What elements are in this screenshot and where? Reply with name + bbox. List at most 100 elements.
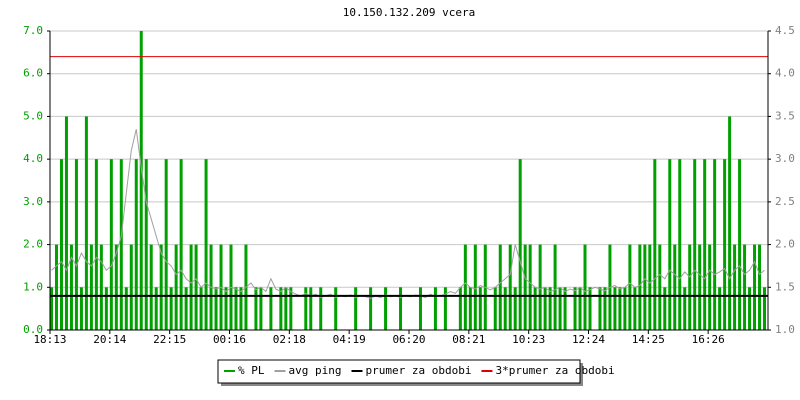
- pl-bar: [269, 287, 273, 330]
- pl-bar: [169, 287, 173, 330]
- pl-bar: [503, 287, 507, 330]
- pl-bar: [668, 159, 672, 330]
- pl-bar: [174, 244, 178, 330]
- pl-bar: [114, 244, 118, 330]
- pl-bar: [658, 244, 662, 330]
- pl-bar: [548, 287, 552, 330]
- pl-bar: [718, 287, 722, 330]
- pl-bar: [159, 244, 163, 330]
- pl-bar: [194, 244, 198, 330]
- y2-tick-label: 1.0: [775, 323, 795, 336]
- pl-bar: [733, 244, 737, 330]
- legend-label: avg ping: [289, 364, 342, 377]
- pl-bar: [59, 159, 63, 330]
- pl-bar: [284, 287, 288, 330]
- x-tick-label: 20:14: [93, 333, 126, 346]
- pl-bar: [304, 287, 308, 330]
- legend-label: 3*prumer za obdobi: [495, 364, 614, 377]
- x-tick-label: 22:15: [153, 333, 186, 346]
- pl-bar: [214, 287, 218, 330]
- legend-label: prumer za obdobi: [365, 364, 471, 377]
- pl-bar: [618, 287, 622, 330]
- y-tick-label: 1.0: [23, 280, 43, 293]
- pl-bar: [698, 244, 702, 330]
- pl-bar: [688, 244, 692, 330]
- pl-bar: [154, 287, 158, 330]
- pl-bar: [50, 287, 53, 330]
- pl-bar: [134, 159, 138, 330]
- y-tick-label: 0.0: [23, 323, 43, 336]
- pl-bar: [189, 244, 193, 330]
- y2-tick-label: 1.5: [775, 280, 795, 293]
- pl-bar: [643, 244, 647, 330]
- legend-label: % PL: [238, 364, 265, 377]
- pl-bar: [179, 159, 183, 330]
- pl-bar: [563, 287, 567, 330]
- pl-bar: [663, 287, 667, 330]
- legend-box: [217, 359, 581, 384]
- x-tick-label: 12:24: [572, 333, 605, 346]
- pl-bar: [69, 244, 73, 330]
- pl-bar: [239, 287, 243, 330]
- pl-bar: [473, 244, 477, 330]
- pl-bar: [763, 287, 767, 330]
- pl-bar: [713, 159, 717, 330]
- pl-bar: [533, 287, 537, 330]
- y2-tick-label: 4.0: [775, 67, 795, 80]
- y2-tick-label: 3.0: [775, 152, 795, 165]
- x-tick-label: 14:25: [632, 333, 665, 346]
- pl-bar: [129, 244, 133, 330]
- pl-bar: [723, 159, 727, 330]
- pl-bar: [139, 31, 143, 330]
- pl-bar: [558, 287, 562, 330]
- pl-bar: [109, 159, 113, 330]
- pl-bar: [493, 287, 497, 330]
- pl-bar: [693, 159, 697, 330]
- pl-bar: [703, 159, 707, 330]
- pl-bar: [573, 287, 577, 330]
- pl-bar: [753, 244, 757, 330]
- pl-bar: [74, 159, 78, 330]
- pl-bar: [94, 159, 98, 330]
- pl-bar: [678, 159, 682, 330]
- y2-tick-label: 2.0: [775, 238, 795, 251]
- pl-bar: [164, 159, 168, 330]
- pl-bar: [84, 116, 88, 330]
- pl-bar: [54, 244, 58, 330]
- pl-bar: [623, 287, 627, 330]
- pl-bar: [523, 244, 527, 330]
- pl-bar: [683, 287, 687, 330]
- x-tick-label: 02:18: [273, 333, 306, 346]
- y-tick-label: 3.0: [23, 195, 43, 208]
- pl-bar: [399, 287, 403, 330]
- y2-tick-label: 2.5: [775, 195, 795, 208]
- pl-bar: [538, 244, 542, 330]
- pl-bar: [603, 287, 607, 330]
- pl-bar: [89, 244, 93, 330]
- pl-bar: [638, 244, 642, 330]
- pl-bar: [144, 159, 148, 330]
- pl-bar: [289, 287, 293, 330]
- pl-bar: [653, 159, 657, 330]
- pl-bar: [254, 287, 258, 330]
- pl-bar: [758, 244, 762, 330]
- y-tick-label: 2.0: [23, 238, 43, 251]
- x-tick-label: 06:20: [392, 333, 425, 346]
- pl-bar: [518, 159, 522, 330]
- pl-bar: [708, 244, 712, 330]
- pl-bar: [458, 287, 462, 330]
- pl-bar: [633, 287, 637, 330]
- pl-bar: [738, 159, 742, 330]
- pl-bar: [79, 287, 83, 330]
- pl-bar: [543, 287, 547, 330]
- pl-bar: [578, 287, 582, 330]
- x-tick-label: 16:26: [692, 333, 725, 346]
- chart-title: 10.150.132.209 vcera: [343, 6, 475, 19]
- legend: % PL avg ping prumer za obdobi 3*prumer za …: [217, 359, 615, 386]
- pl-bar: [613, 287, 617, 330]
- pl-bar: [598, 287, 602, 330]
- pl-bar: [149, 244, 153, 330]
- y-tick-label: 4.0: [23, 152, 43, 165]
